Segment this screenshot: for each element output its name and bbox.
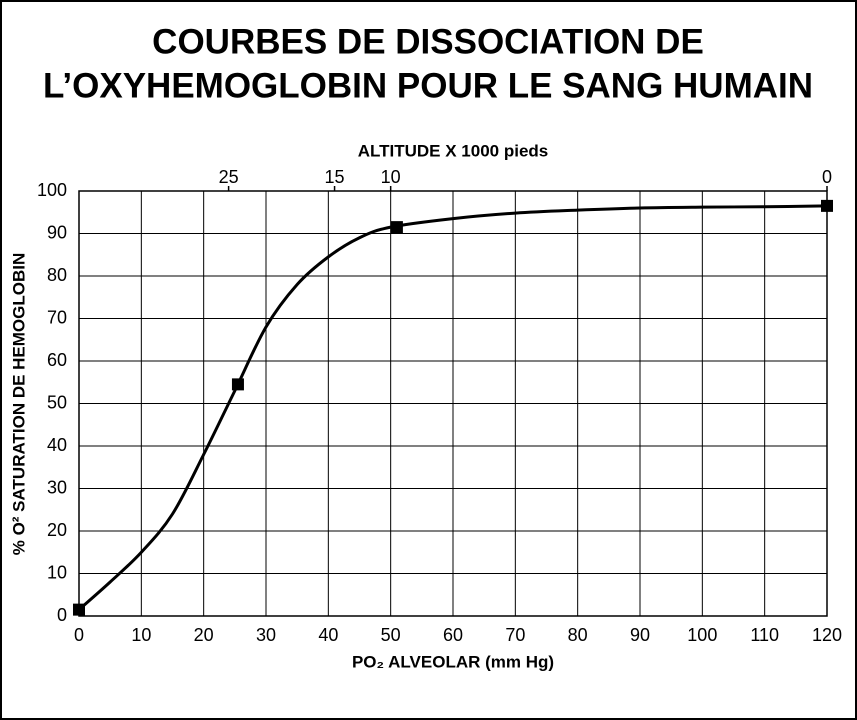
- y-tick-label: 90: [47, 222, 67, 242]
- y-tick-label: 0: [57, 605, 67, 625]
- x-tick-label: 20: [194, 625, 214, 645]
- top-axis-label: ALTITUDE X 1000 pieds: [358, 141, 549, 160]
- marker: [231, 378, 244, 391]
- marker: [821, 199, 833, 212]
- marker: [390, 221, 403, 234]
- x-tick-label: 60: [443, 625, 463, 645]
- x-tick-label: 110: [750, 625, 779, 645]
- y-tick-label: 30: [47, 477, 67, 497]
- x-tick-label: 50: [381, 625, 401, 645]
- y-tick-label: 60: [47, 350, 67, 370]
- x-tick-label: 90: [630, 625, 650, 645]
- y-tick-label: 70: [47, 307, 67, 327]
- x-tick-label: 40: [318, 625, 338, 645]
- x-axis-label: PO₂ ALVEOLAR (mm Hg): [352, 652, 554, 671]
- y-tick-label: 20: [47, 520, 67, 540]
- x-tick-label: 80: [568, 625, 588, 645]
- y-tick-label: 10: [47, 562, 67, 582]
- marker: [73, 603, 85, 616]
- x-tick-label: 0: [74, 625, 84, 645]
- y-tick-label: 50: [47, 392, 67, 412]
- chart-title: L’OXYHEMOGLOBIN POUR LE SANG HUMAIN: [43, 66, 813, 105]
- curve: [78, 204, 828, 611]
- y-tick-label: 80: [47, 265, 67, 285]
- top-tick-label: 25: [219, 167, 239, 187]
- y-tick-label: 100: [37, 180, 67, 200]
- x-tick-label: 70: [505, 625, 525, 645]
- plot-frame: [78, 190, 828, 617]
- x-tick-label: 120: [812, 625, 842, 645]
- x-tick-label: 30: [256, 625, 276, 645]
- top-tick-label: 0: [822, 167, 832, 187]
- x-tick-label: 10: [131, 625, 151, 645]
- x-tick-label: 100: [687, 625, 717, 645]
- chart-title: COURBES DE DISSOCIATION DE: [152, 22, 704, 61]
- y-tick-label: 40: [47, 435, 67, 455]
- top-tick-label: 10: [381, 167, 401, 187]
- y-axis-label: % O² SATURATION DE HEMOGLOBIN: [9, 253, 28, 556]
- top-tick-label: 15: [325, 167, 345, 187]
